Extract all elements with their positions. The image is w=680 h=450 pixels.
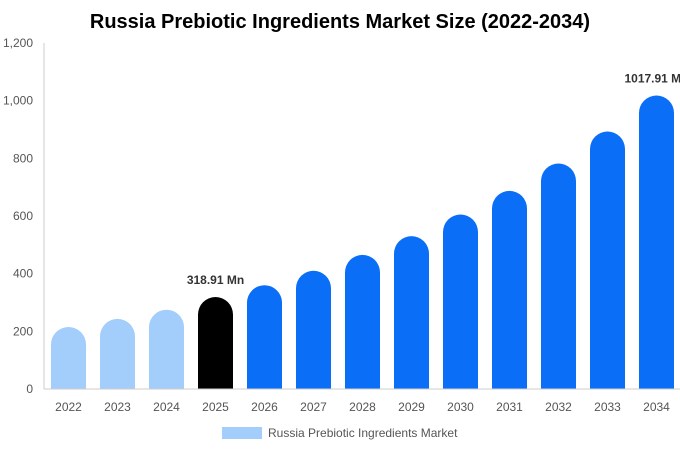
x-tick-label: 2028 <box>349 400 376 414</box>
x-tick-label: 2027 <box>300 400 327 414</box>
bar-2024 <box>149 310 184 389</box>
bar-2022 <box>51 327 86 389</box>
legend-swatch <box>222 427 262 439</box>
bar-2028 <box>345 255 380 389</box>
x-tick-label: 2033 <box>594 400 621 414</box>
legend: Russia Prebiotic Ingredients Market <box>222 426 458 440</box>
bar-2033 <box>590 132 625 389</box>
data-label: 318.91 Mn <box>187 273 244 287</box>
x-tick-label: 2034 <box>643 400 670 414</box>
bar-2032 <box>541 164 576 389</box>
x-tick-label: 2032 <box>545 400 572 414</box>
bar-2031 <box>492 191 527 389</box>
x-tick-label: 2030 <box>447 400 474 414</box>
bars <box>51 96 674 389</box>
chart-title: Russia Prebiotic Ingredients Market Size… <box>90 11 590 33</box>
bar-2029 <box>394 236 429 389</box>
y-tick-label: 600 <box>13 209 33 223</box>
legend-label: Russia Prebiotic Ingredients Market <box>268 426 458 440</box>
y-tick-label: 200 <box>13 324 33 338</box>
x-tick-label: 2029 <box>398 400 425 414</box>
bar-2026 <box>247 285 282 389</box>
y-tick-label: 1,200 <box>3 36 33 50</box>
x-tick-label: 2024 <box>153 400 180 414</box>
x-tick-label: 2022 <box>55 400 82 414</box>
x-tick-label: 2023 <box>104 400 131 414</box>
bar-2030 <box>443 215 478 389</box>
data-label: 1017.91 Mn <box>624 72 680 86</box>
y-tick-label: 1,000 <box>3 94 33 108</box>
bar-2034 <box>639 96 674 389</box>
x-tick-label: 2026 <box>251 400 278 414</box>
bar-2025 <box>198 297 233 389</box>
x-axis: 2022 2023 2024 2025 2026 2027 2028 2029 2030 2031… <box>44 389 680 414</box>
y-tick-label: 800 <box>13 151 33 165</box>
bar-2027 <box>296 271 331 389</box>
bar-2023 <box>100 319 135 389</box>
x-tick-label: 2031 <box>496 400 523 414</box>
x-tick-label: 2025 <box>202 400 229 414</box>
y-tick-label: 0 <box>26 382 33 396</box>
y-axis: 0 200 400 600 800 1,000 1,200 <box>3 36 44 396</box>
y-tick-label: 400 <box>13 267 33 281</box>
